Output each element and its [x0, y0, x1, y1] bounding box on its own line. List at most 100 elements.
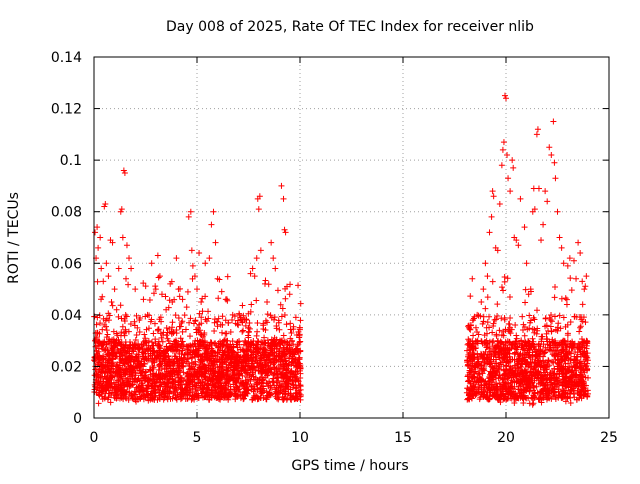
data-point	[551, 159, 558, 166]
data-point	[129, 395, 136, 402]
data-point	[260, 354, 267, 361]
data-point	[161, 353, 168, 360]
data-point	[141, 361, 148, 368]
data-point	[286, 376, 293, 383]
data-point	[507, 314, 514, 321]
data-point	[506, 293, 513, 300]
data-point	[139, 375, 146, 382]
data-point	[287, 392, 294, 399]
data-point	[156, 316, 163, 323]
data-point	[235, 349, 242, 356]
data-point	[278, 337, 285, 344]
data-point	[278, 378, 285, 385]
data-point	[109, 372, 116, 379]
data-point	[551, 313, 558, 320]
data-point	[482, 260, 489, 267]
data-point	[99, 345, 106, 352]
data-point	[151, 387, 158, 394]
data-point	[515, 242, 522, 249]
data-point	[132, 286, 139, 293]
data-point	[183, 358, 190, 365]
data-point	[297, 363, 304, 370]
data-point	[226, 376, 233, 383]
data-point	[287, 320, 294, 327]
data-point	[137, 395, 144, 402]
data-point	[269, 350, 276, 357]
data-point	[264, 360, 271, 367]
data-point	[108, 381, 115, 388]
data-point	[100, 278, 107, 285]
data-point	[579, 301, 586, 308]
data-point	[205, 396, 212, 403]
data-point	[484, 294, 491, 301]
data-point	[135, 383, 142, 390]
data-point	[282, 285, 289, 292]
data-point	[109, 389, 116, 396]
data-point	[141, 331, 148, 338]
data-point	[118, 329, 125, 336]
data-point	[277, 301, 284, 308]
data-point	[211, 340, 218, 347]
data-point	[98, 393, 105, 400]
data-point	[562, 398, 569, 405]
data-point	[577, 324, 584, 331]
data-point	[581, 286, 588, 293]
data-point	[519, 327, 526, 334]
data-point	[119, 323, 126, 330]
data-point	[235, 338, 242, 345]
data-point	[180, 369, 187, 376]
data-point	[266, 389, 273, 396]
data-point	[467, 293, 474, 300]
data-point	[288, 346, 295, 353]
data-point	[96, 338, 103, 345]
data-point	[234, 367, 241, 374]
data-point	[192, 317, 199, 324]
data-point	[254, 396, 261, 403]
data-point	[278, 338, 285, 345]
data-point	[203, 380, 210, 387]
data-point	[217, 338, 224, 345]
data-point	[103, 334, 110, 341]
data-point	[582, 283, 589, 290]
data-point	[165, 379, 172, 386]
data-point	[573, 275, 580, 282]
data-point	[228, 347, 235, 354]
data-point	[215, 344, 222, 351]
data-point	[105, 338, 112, 345]
data-point	[223, 361, 230, 368]
data-point	[219, 360, 226, 367]
data-point	[297, 347, 304, 354]
data-point	[183, 304, 190, 311]
data-point	[283, 382, 290, 389]
data-point	[117, 341, 124, 348]
chart-title: Day 008 of 2025, Rate Of TEC Index for r…	[166, 19, 534, 35]
data-point	[102, 317, 109, 324]
data-point	[125, 328, 132, 335]
data-point	[180, 341, 187, 348]
data-point	[179, 381, 186, 388]
data-point	[128, 364, 135, 371]
data-point	[546, 144, 553, 151]
data-point	[254, 379, 261, 386]
data-point	[194, 324, 201, 331]
data-point	[184, 395, 191, 402]
data-point	[177, 323, 184, 330]
data-point	[187, 208, 194, 215]
data-point	[218, 329, 225, 336]
data-point	[237, 370, 244, 377]
data-point	[136, 329, 143, 336]
data-point	[287, 350, 294, 357]
data-point	[121, 352, 128, 359]
data-point	[558, 295, 565, 302]
data-point	[223, 337, 230, 344]
data-point	[93, 321, 100, 328]
data-point	[287, 326, 294, 333]
data-point	[499, 146, 506, 153]
data-point	[118, 384, 125, 391]
data-point	[227, 329, 234, 336]
data-point	[219, 354, 226, 361]
data-point	[105, 310, 112, 317]
data-point	[521, 332, 528, 339]
data-point	[199, 371, 206, 378]
data-point	[122, 356, 129, 363]
